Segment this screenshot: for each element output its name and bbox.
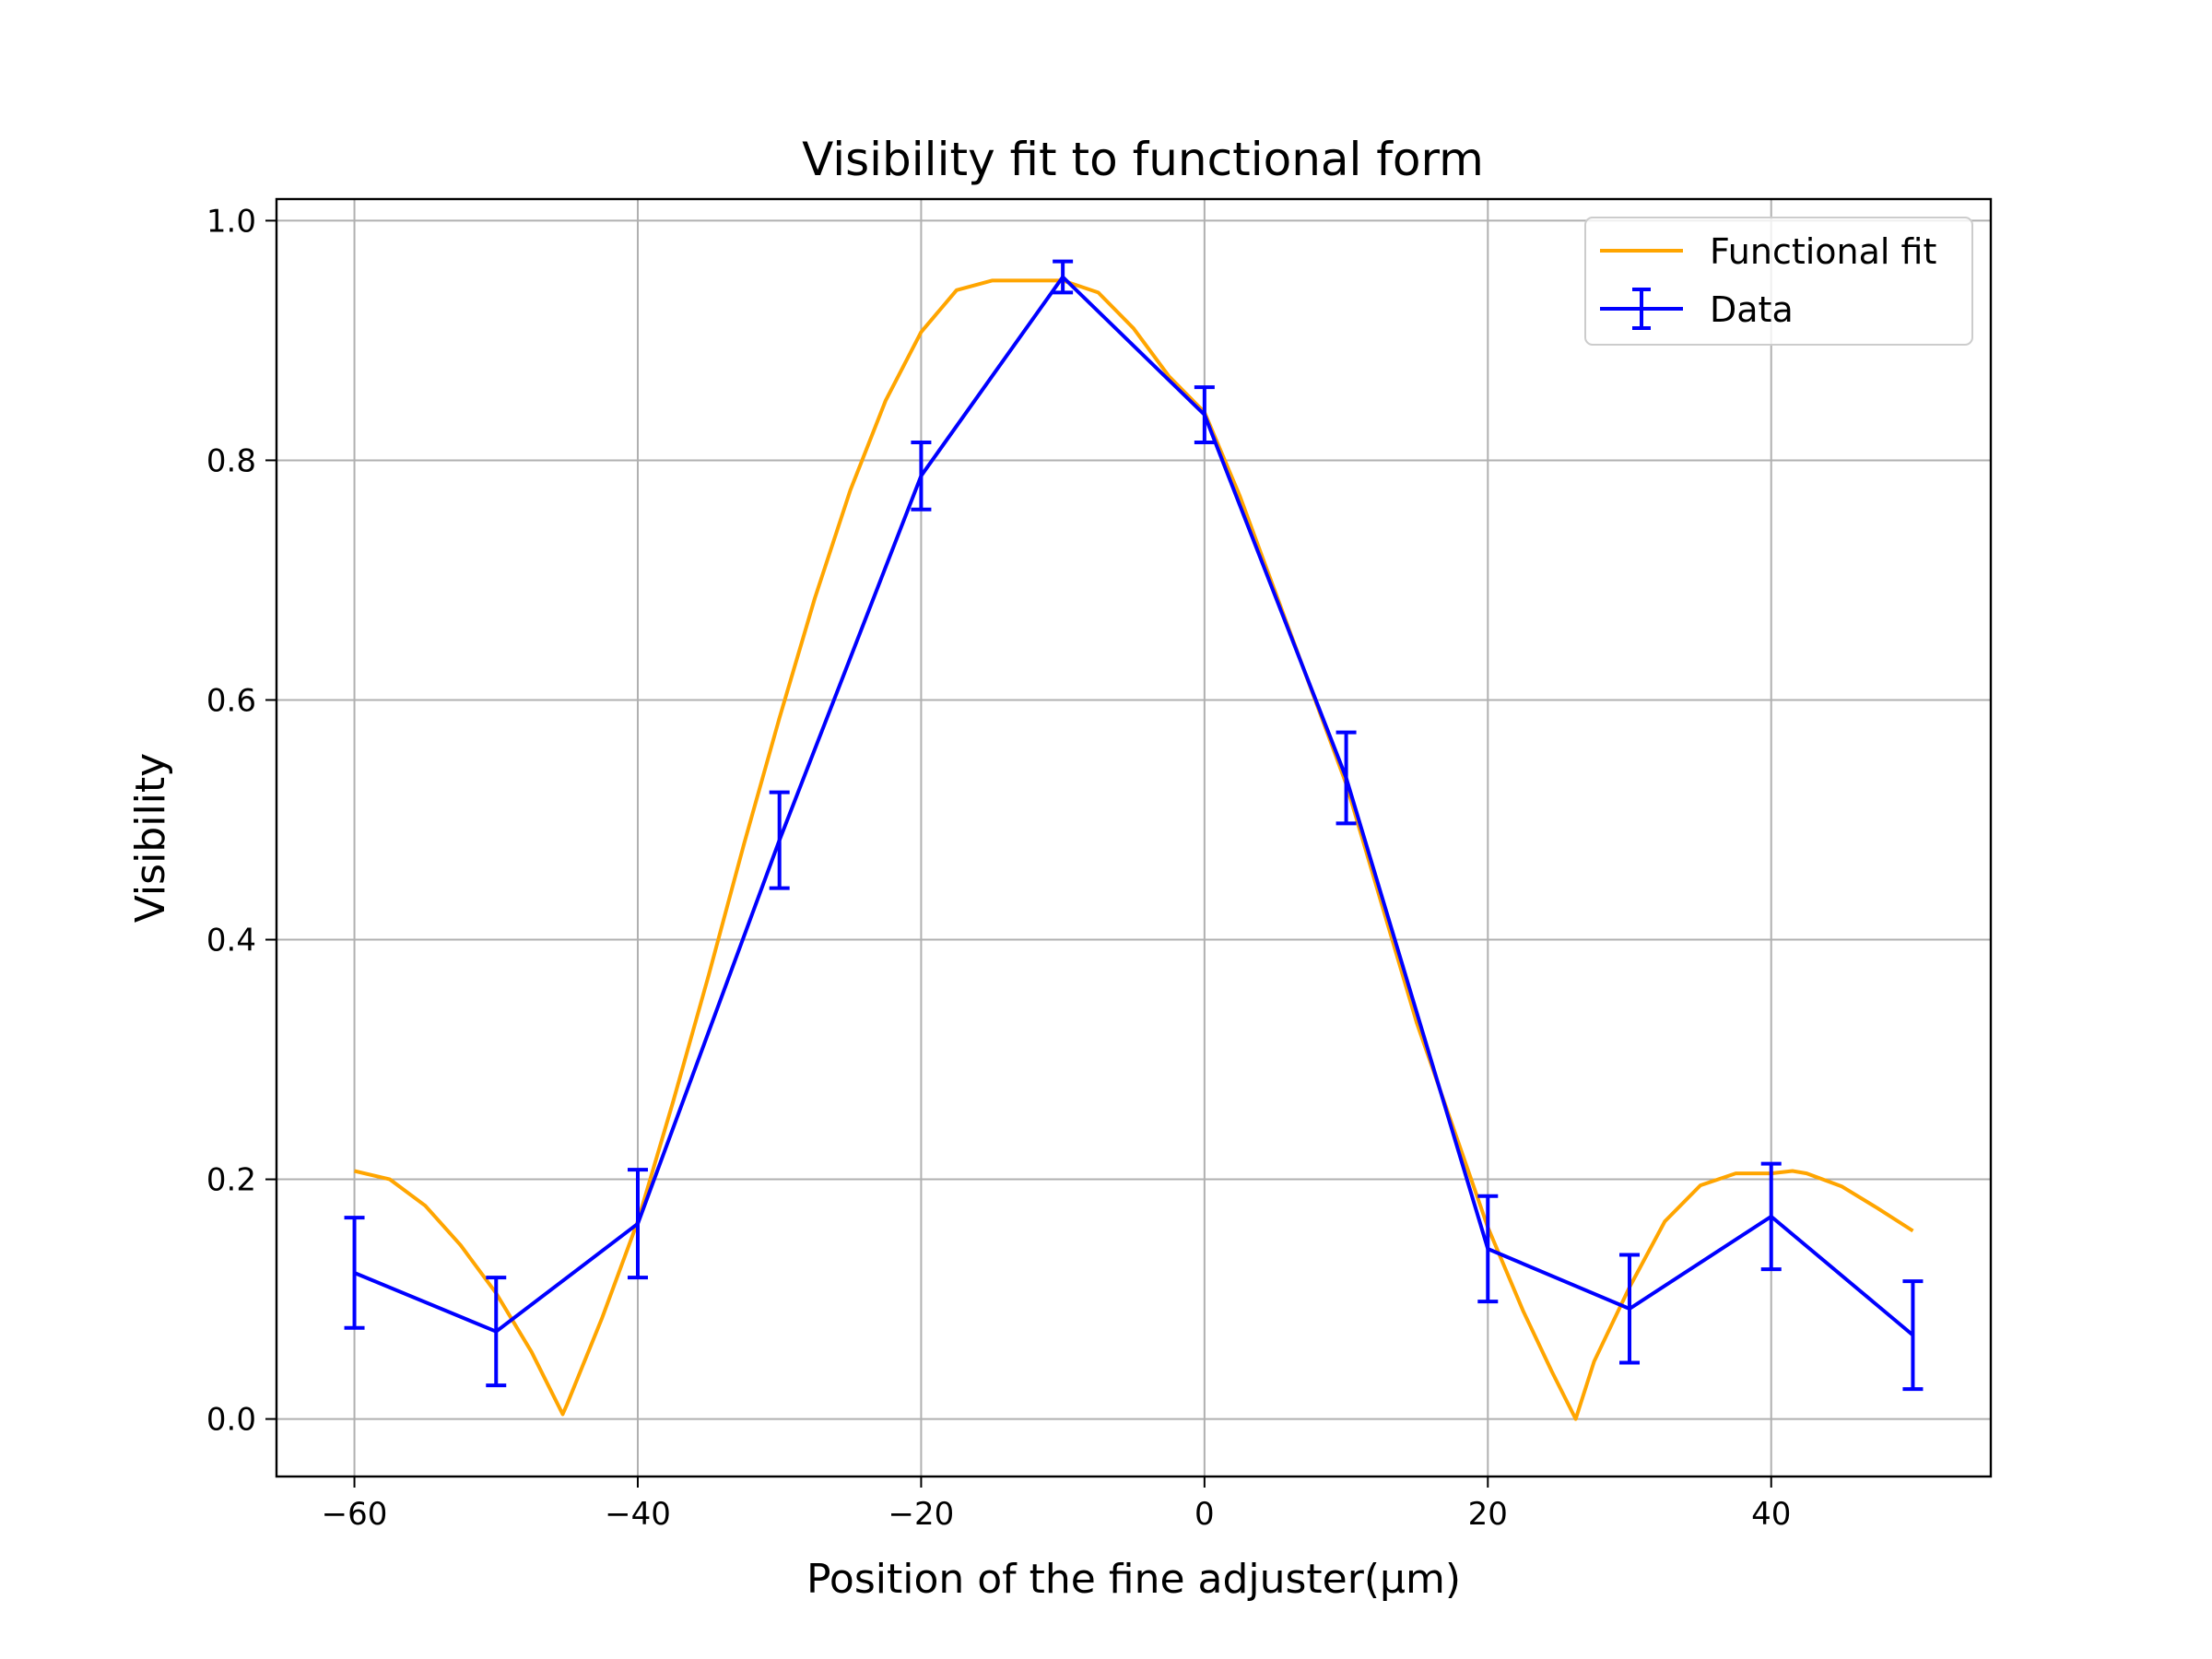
y-tick-label: 0.4 [206,923,256,959]
grid [276,199,1991,1477]
error-bar [1477,1194,1499,1304]
error-bar [1194,385,1215,444]
y-tick-label: 0.8 [206,442,256,479]
error-bar [627,1168,648,1280]
y-axis-label: Visibility [127,753,174,923]
series-line-functional-fit [354,278,1914,1421]
x-tick-label: 20 [1468,1496,1508,1533]
x-axis-label: Position of the fine adjuster(μm) [806,1556,1461,1603]
error-bar [1619,1253,1641,1365]
x-tick-label: −20 [888,1496,955,1533]
x-axis: −60 −40 −20 0 20 40 [322,1477,1791,1533]
y-axis: 0.0 0.2 0.4 0.6 0.8 1.0 [206,203,276,1439]
x-tick-label: 40 [1751,1496,1791,1533]
error-bar [1902,1279,1924,1392]
error-bar [1053,259,1074,295]
chart-title: Visibility fit to functional form [802,133,1484,186]
error-bar [1760,1161,1782,1272]
legend: Functional fit Data [1584,217,1973,346]
plot-background [276,199,1991,1477]
axes-frame [275,197,1993,1478]
series-layer [344,259,1924,1421]
error-bar [486,1276,507,1388]
y-tick-label: 1.0 [206,203,256,240]
y-tick-label: 0.2 [206,1162,256,1199]
legend-label-functional-fit: Functional fit [1710,231,1936,272]
y-tick-label: 0.6 [206,682,256,719]
x-tick-label: −40 [605,1496,671,1533]
error-bar [769,790,790,890]
x-tick-label: 0 [1194,1496,1215,1533]
x-tick-label: −60 [322,1496,388,1533]
error-bar [344,1216,365,1330]
error-bar [1335,730,1357,826]
plot-area [275,197,1993,1478]
series-line-data [353,275,1914,1337]
y-tick-label: 0.0 [206,1402,256,1439]
error-bar [911,440,932,512]
legend-swatch-data [1600,288,1683,330]
legend-label-data: Data [1710,289,1794,330]
